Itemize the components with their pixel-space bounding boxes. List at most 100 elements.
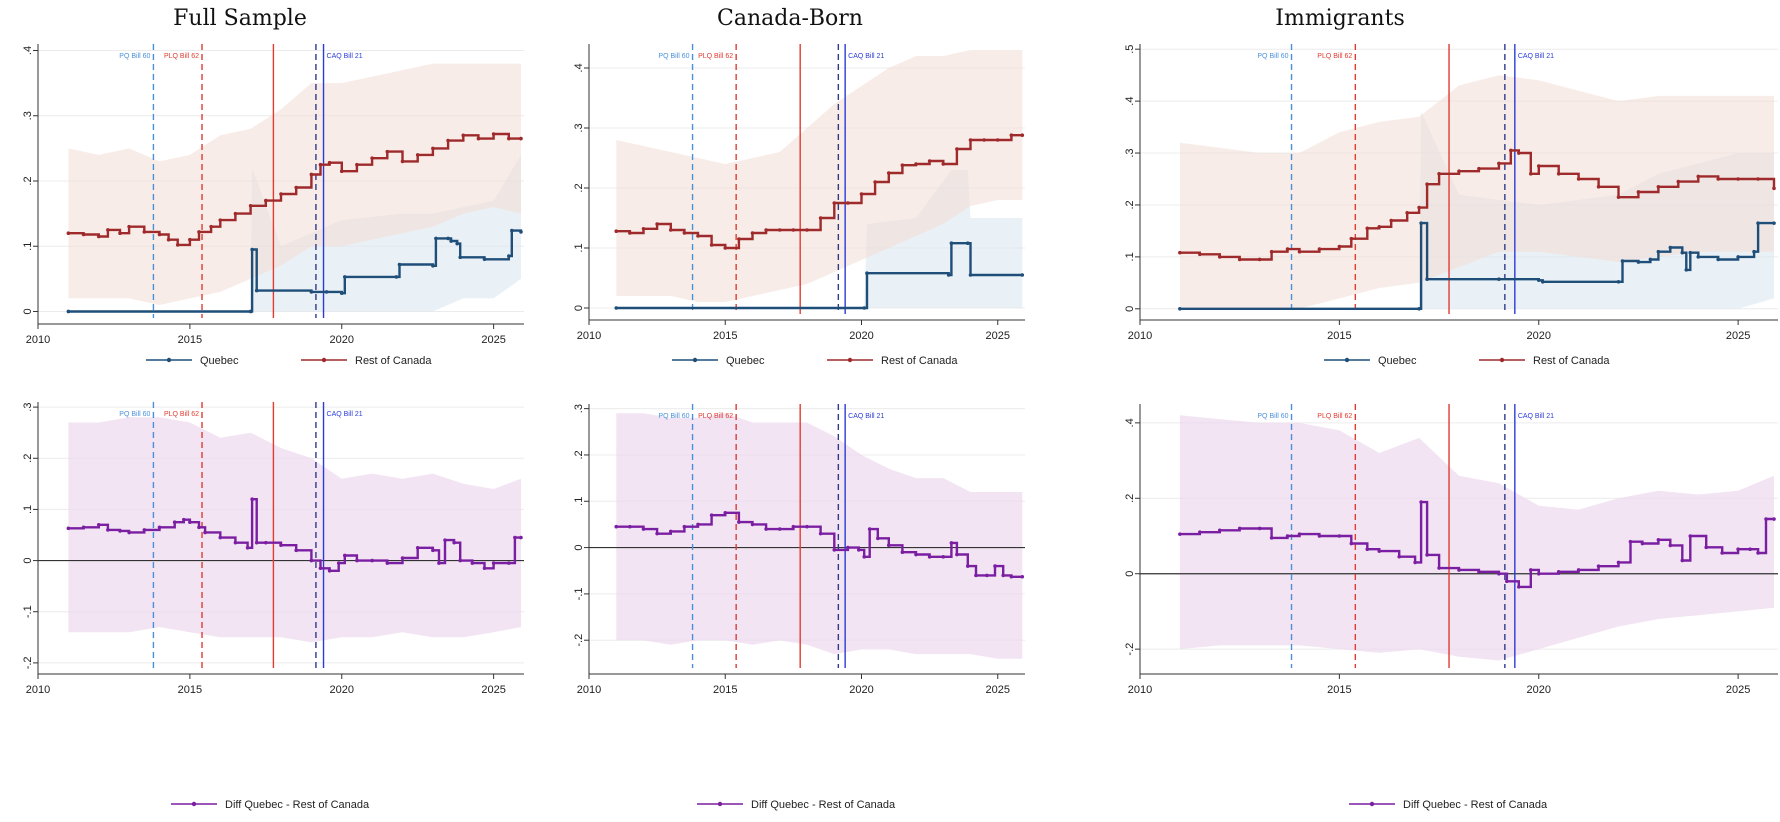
data-point bbox=[446, 236, 450, 241]
data-point bbox=[1676, 179, 1681, 184]
data-point bbox=[1413, 560, 1417, 565]
data-point bbox=[437, 561, 441, 565]
data-point bbox=[142, 528, 147, 532]
data-point bbox=[1616, 560, 1621, 565]
data-point bbox=[294, 548, 298, 553]
data-point bbox=[1198, 530, 1202, 535]
y-tick-label: .1 bbox=[1124, 252, 1136, 261]
data-point bbox=[1377, 224, 1382, 229]
x-tick-label: 2020 bbox=[849, 684, 873, 696]
legend-quebec: Quebec bbox=[146, 355, 239, 367]
data-point bbox=[318, 566, 323, 571]
confidence-band bbox=[1179, 75, 1774, 309]
data-point bbox=[682, 231, 687, 235]
data-point bbox=[248, 309, 253, 314]
data-point bbox=[1596, 564, 1601, 568]
data-point bbox=[614, 306, 619, 310]
legend-rest-of-canada: Rest of Canada bbox=[1479, 355, 1610, 367]
data-point bbox=[1764, 517, 1768, 521]
data-point bbox=[1477, 570, 1481, 574]
data-point bbox=[1772, 517, 1776, 521]
event-label-plq: PLQ Bill 62 bbox=[164, 53, 199, 60]
data-point bbox=[1636, 260, 1641, 264]
data-point bbox=[867, 527, 872, 531]
event-label-pq: PQ Bill 60 bbox=[119, 53, 150, 60]
data-point bbox=[510, 228, 514, 233]
data-point bbox=[1680, 250, 1685, 255]
data-point bbox=[862, 306, 867, 310]
data-point bbox=[862, 555, 867, 559]
y-tick-label: .2 bbox=[1124, 200, 1136, 209]
data-point bbox=[900, 163, 905, 167]
data-point bbox=[955, 147, 959, 151]
data-point bbox=[846, 545, 850, 550]
event-label-pq: PQ Bill 60 bbox=[1257, 413, 1288, 420]
confidence-band bbox=[616, 413, 1023, 659]
data-point bbox=[458, 255, 463, 260]
data-point bbox=[1178, 307, 1182, 311]
data-point bbox=[927, 555, 932, 559]
data-point bbox=[805, 228, 809, 232]
legend-label: Quebec bbox=[200, 355, 239, 367]
data-point bbox=[127, 224, 131, 229]
data-point bbox=[846, 201, 850, 205]
data-point bbox=[696, 522, 700, 527]
data-point bbox=[628, 524, 632, 529]
data-point bbox=[886, 543, 891, 548]
data-point bbox=[805, 524, 809, 529]
data-point bbox=[791, 228, 796, 232]
data-point bbox=[955, 552, 959, 557]
x-tick-label: 2025 bbox=[481, 334, 505, 346]
y-tick-label: .4 bbox=[1124, 97, 1136, 106]
y-tick-label: .4 bbox=[1124, 418, 1136, 427]
data-point bbox=[1540, 280, 1545, 284]
legend-marker bbox=[1344, 357, 1350, 363]
data-point bbox=[1001, 573, 1005, 578]
data-point bbox=[655, 531, 659, 536]
y-tick-label: .1 bbox=[573, 243, 585, 252]
data-point bbox=[507, 561, 511, 565]
legend-quebec: Quebec bbox=[672, 355, 765, 367]
data-point bbox=[1556, 172, 1561, 176]
data-point bbox=[1716, 257, 1720, 262]
event-label-pq: PQ Bill 60 bbox=[1257, 53, 1288, 60]
data-point bbox=[791, 524, 796, 529]
confidence-band bbox=[616, 50, 1023, 302]
legend-marker bbox=[1499, 357, 1505, 363]
data-point bbox=[279, 192, 283, 196]
data-point bbox=[1497, 277, 1501, 282]
data-point bbox=[1349, 541, 1354, 546]
data-point bbox=[1636, 190, 1641, 194]
data-point bbox=[1417, 307, 1421, 311]
data-point bbox=[342, 275, 347, 279]
data-point bbox=[655, 222, 659, 226]
data-point bbox=[764, 527, 768, 531]
y-tick-label: 0 bbox=[22, 558, 34, 564]
data-point bbox=[370, 156, 374, 160]
data-point bbox=[81, 525, 86, 530]
data-point bbox=[737, 237, 741, 241]
y-tick-label: -.2 bbox=[22, 656, 34, 669]
confidence-band bbox=[1179, 415, 1774, 661]
x-tick-label: 2010 bbox=[26, 334, 50, 346]
legend-marker bbox=[1369, 801, 1375, 807]
data-point bbox=[1748, 547, 1752, 551]
x-tick-label: 2020 bbox=[849, 330, 873, 342]
data-point bbox=[309, 172, 314, 177]
y-tick-label: -.2 bbox=[1124, 643, 1136, 656]
data-point bbox=[1365, 226, 1370, 231]
data-point bbox=[1720, 551, 1724, 555]
data-point bbox=[106, 228, 110, 232]
data-point bbox=[1517, 151, 1521, 155]
data-point bbox=[859, 192, 864, 196]
data-point bbox=[188, 520, 192, 525]
y-tick-label: -.2 bbox=[573, 634, 585, 647]
legend-rest-of-canada: Rest of Canada bbox=[301, 355, 432, 367]
data-point bbox=[1337, 244, 1342, 249]
data-point bbox=[941, 162, 946, 166]
data-point bbox=[965, 564, 970, 568]
data-point bbox=[876, 536, 880, 541]
data-point bbox=[1684, 268, 1689, 272]
data-point bbox=[166, 237, 171, 242]
